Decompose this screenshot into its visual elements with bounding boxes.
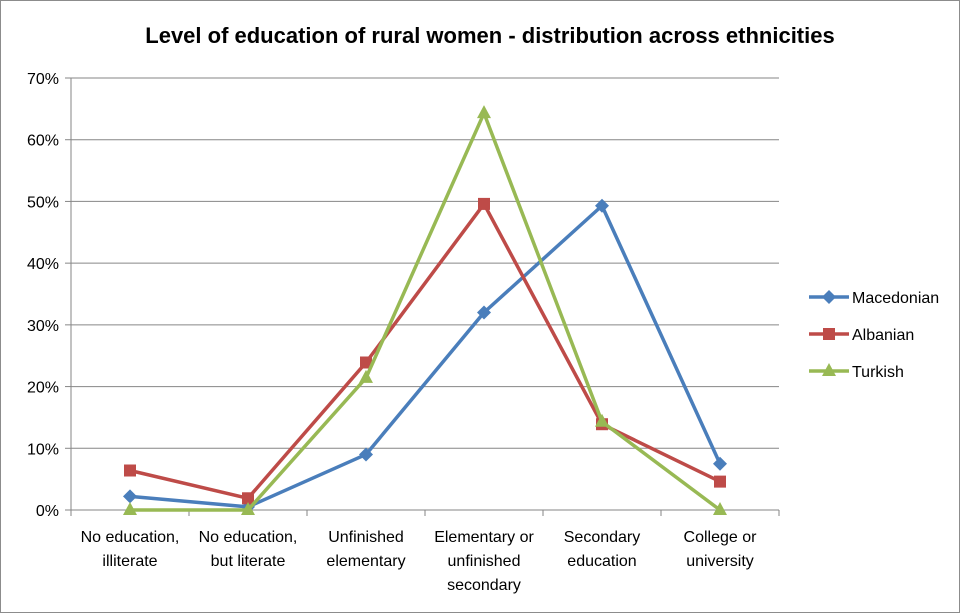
data-point-turkish xyxy=(123,502,137,515)
legend-item-turkish: Turkish xyxy=(809,363,904,381)
legend-item-macedonian: Macedonian xyxy=(809,290,939,307)
y-tick-label: 10% xyxy=(27,441,59,458)
data-point-macedonian xyxy=(123,489,137,504)
legend-label: Albanian xyxy=(852,327,914,344)
x-tick-label: Secondary education xyxy=(564,529,641,570)
x-tick-label: College or university xyxy=(684,529,758,570)
data-point-turkish xyxy=(241,502,255,515)
y-tick-label: 70% xyxy=(27,71,59,88)
y-tick-label: 0% xyxy=(36,503,59,520)
data-point-turkish xyxy=(359,369,373,383)
data-point-turkish xyxy=(713,502,727,515)
data-point-macedonian xyxy=(595,198,609,213)
x-tick-label: Elementary or unfinished secondary xyxy=(434,529,534,594)
legend-item-albanian: Albanian xyxy=(809,327,914,344)
legend-marker-turkish xyxy=(822,363,836,376)
data-point-macedonian xyxy=(713,456,727,471)
series-macedonian xyxy=(123,198,727,514)
y-tick-label: 40% xyxy=(27,256,59,273)
legend: Macedonian Albanian Turkish xyxy=(809,290,939,381)
y-tick-label: 20% xyxy=(27,380,59,397)
series-line-albanian xyxy=(129,202,721,501)
series-line-turkish xyxy=(130,111,722,512)
data-point-macedonian xyxy=(359,447,373,462)
data-point-albanian xyxy=(360,356,372,369)
series-albanian xyxy=(124,197,726,505)
x-tick-label: Unfinished elementary xyxy=(326,529,405,570)
y-tick-label: 50% xyxy=(27,194,59,211)
chart-title: Level of education of rural women - dist… xyxy=(145,23,834,48)
y-tick-label: 60% xyxy=(27,133,59,150)
series-lines xyxy=(123,105,727,515)
x-tick-label: No education, but literate xyxy=(199,529,298,570)
axes: 0% 10% 20% 30% 40% 50% 60% 70% No education, illi… xyxy=(27,71,780,594)
gridlines xyxy=(71,77,779,511)
legend-marker-macedonian xyxy=(822,290,836,304)
data-point-albanian xyxy=(714,475,726,488)
data-point-albanian xyxy=(124,464,136,477)
data-point-albanian xyxy=(242,492,254,505)
series-line-macedonian xyxy=(129,203,722,509)
data-point-albanian xyxy=(478,197,490,210)
data-point-macedonian xyxy=(477,305,491,320)
data-point-turkish xyxy=(477,105,491,119)
series-turkish xyxy=(123,105,727,515)
legend-label: Macedonian xyxy=(852,290,939,307)
data-point-turkish xyxy=(595,413,609,427)
x-tick-label: No education, illiterate xyxy=(81,529,180,570)
legend-marker-albanian xyxy=(823,328,835,340)
legend-label: Turkish xyxy=(852,364,904,381)
y-tick-label: 30% xyxy=(27,318,59,335)
